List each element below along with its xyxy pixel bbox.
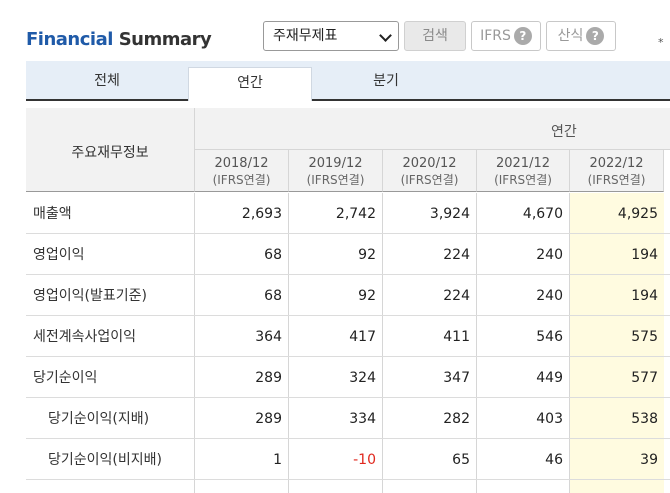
value-cell: 538 <box>570 398 664 438</box>
value-cell: 575 <box>570 316 664 356</box>
value-cell: 39 <box>570 439 664 479</box>
row-label: 영업이익 <box>33 247 85 263</box>
value-cell: 46 <box>477 439 570 479</box>
value-cell: 4,925 <box>570 193 664 233</box>
column-basis: (IFRS연결) <box>212 173 271 187</box>
column-basis: (IFRS연결) <box>400 173 459 187</box>
column-header: 2019/12 (IFRS연결) <box>289 150 383 192</box>
page-title: Financial Summary <box>26 29 212 50</box>
value-cell: 449 <box>477 357 570 397</box>
value-cell <box>383 480 477 493</box>
value-cell <box>289 480 383 493</box>
title-financial: Financial <box>26 29 113 50</box>
table-row: 영업이익 68 92 224 240 194 <box>26 234 670 275</box>
tab-annual[interactable]: 연간 <box>188 67 312 101</box>
row-label-cell <box>26 275 195 315</box>
row-label-cell <box>26 316 195 356</box>
value-cell: 2,693 <box>195 193 289 233</box>
table-row: 영업이익(발표기준) 68 92 224 240 194 <box>26 275 670 316</box>
search-button[interactable]: 검색 <box>404 21 466 51</box>
period-tab-bar: 전체 연간 분기 <box>26 61 670 101</box>
column-period: 2019/12 <box>308 156 363 171</box>
row-label: 영업이익(발표기준) <box>33 288 147 304</box>
value-cell: 194 <box>570 275 664 315</box>
row-label-cell <box>26 480 195 493</box>
value-cell: 65 <box>383 439 477 479</box>
row-label-cell <box>26 439 195 479</box>
tab-all[interactable]: 전체 <box>94 73 120 89</box>
column-basis: (IFRS연결) <box>494 173 552 187</box>
report-type-value: 주재무제표 <box>273 28 338 44</box>
column-period: 2018/12 <box>214 156 269 171</box>
value-cell: 68 <box>195 275 289 315</box>
ifrs-label: IFRS <box>480 28 511 44</box>
value-cell: 289 <box>195 357 289 397</box>
tab-quarterly[interactable]: 분기 <box>373 73 399 89</box>
value-cell <box>477 480 570 493</box>
row-label-cell <box>26 193 195 233</box>
value-cell: 3,924 <box>383 193 477 233</box>
formula-label: 산식 <box>557 28 584 44</box>
chevron-down-icon <box>379 29 392 42</box>
value-cell: 417 <box>289 316 383 356</box>
column-header: 2018/12 (IFRS연결) <box>195 150 289 192</box>
column-header: 2022/12 (IFRS연결) <box>570 150 664 192</box>
column-header: 2021/12 (IFRS연결) <box>477 150 570 192</box>
value-cell: 92 <box>289 275 383 315</box>
value-cell: 224 <box>383 275 477 315</box>
row-label: 매출액 <box>33 206 72 222</box>
table-row: 세전계속사업이익 364 417 411 546 575 <box>26 316 670 357</box>
table-row: 당기순이익(비지배) 1 -10 65 46 39 <box>26 439 670 480</box>
column-period: 2021/12 <box>495 156 550 171</box>
value-cell: 240 <box>477 234 570 274</box>
row-label-cell <box>26 398 195 438</box>
value-cell: 347 <box>383 357 477 397</box>
title-summary: Summary <box>118 29 212 50</box>
value-cell: 546 <box>477 316 570 356</box>
value-cell: 4,670 <box>477 193 570 233</box>
value-cell: 411 <box>383 316 477 356</box>
row-label: 당기순이익(지배) <box>48 411 150 427</box>
formula-help-button[interactable]: 산식? <box>546 21 616 51</box>
table-row: 매출액 2,693 2,742 3,924 4,670 4,925 <box>26 193 670 234</box>
value-cell: 364 <box>195 316 289 356</box>
value-cell: 224 <box>383 234 477 274</box>
value-cell: 1 <box>195 439 289 479</box>
row-label-cell <box>26 357 195 397</box>
value-cell: 334 <box>289 398 383 438</box>
value-cell: 240 <box>477 275 570 315</box>
column-period: 2020/12 <box>402 156 457 171</box>
column-basis: (IFRS연결) <box>587 173 646 187</box>
annual-group-header: 연간 <box>195 108 670 150</box>
report-type-select[interactable]: 주재무제표 <box>263 21 399 51</box>
question-icon: ? <box>513 27 532 45</box>
annual-group-label: 연간 <box>551 124 577 140</box>
table-row: 당기순이익 289 324 347 449 577 <box>26 357 670 398</box>
question-icon: ? <box>586 27 605 45</box>
column-basis: (IFRS연결) <box>306 173 365 187</box>
value-cell: 2,742 <box>289 193 383 233</box>
corner-header: 주요재무정보 <box>26 108 195 192</box>
column-header: 2020/12 (IFRS연결) <box>383 150 477 192</box>
value-cell: 403 <box>477 398 570 438</box>
row-label: 세전계속사업이익 <box>33 329 137 345</box>
row-label-cell <box>26 234 195 274</box>
value-cell: 577 <box>570 357 664 397</box>
value-cell: 282 <box>383 398 477 438</box>
value-cell: 194 <box>570 234 664 274</box>
note-marker: * <box>658 36 664 49</box>
ifrs-help-button[interactable]: IFRS? <box>471 21 541 51</box>
table-row-partial <box>26 480 670 493</box>
table-row: 당기순이익(지배) 289 334 282 403 538 <box>26 398 670 439</box>
value-cell: 324 <box>289 357 383 397</box>
value-cell <box>195 480 289 493</box>
row-label: 당기순이익 <box>33 370 98 386</box>
value-cell-negative: -10 <box>289 439 383 479</box>
row-label: 당기순이익(비지배) <box>48 452 162 468</box>
value-cell: 68 <box>195 234 289 274</box>
value-cell: 92 <box>289 234 383 274</box>
value-cell <box>570 480 664 493</box>
value-cell: 289 <box>195 398 289 438</box>
column-period: 2022/12 <box>589 156 644 171</box>
